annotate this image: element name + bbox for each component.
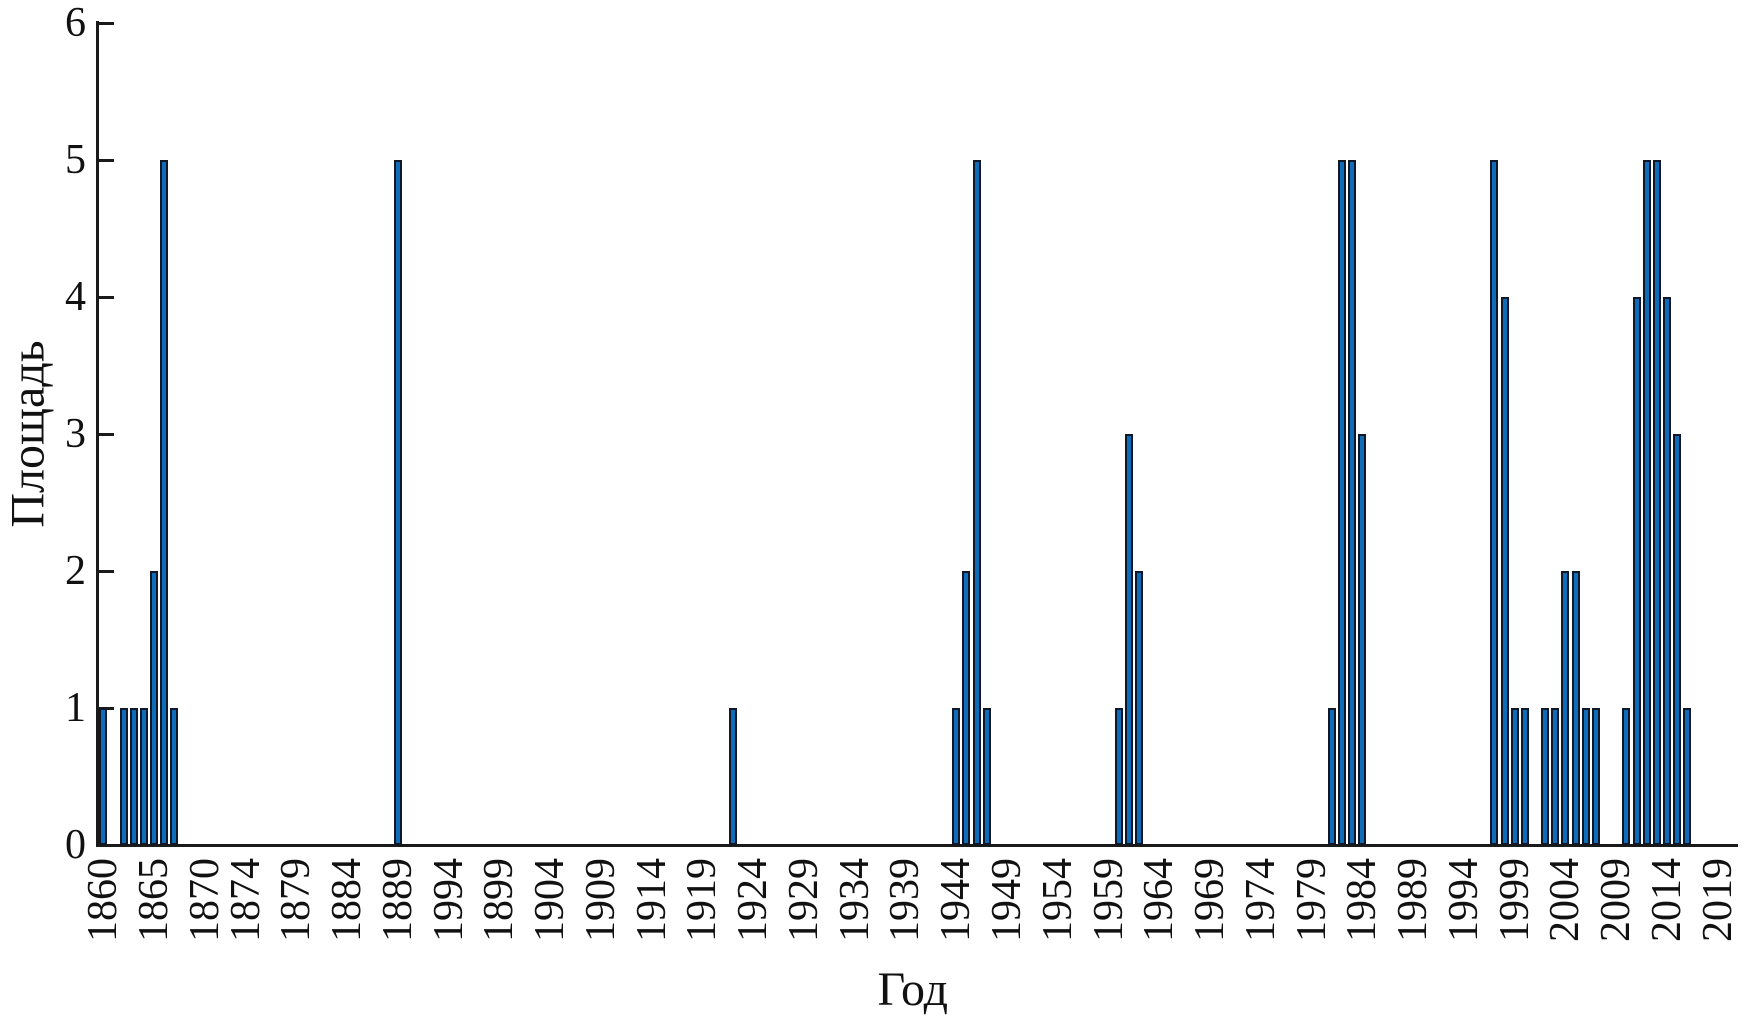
x-tick-label: 1969 [1187, 858, 1234, 942]
x-tick-label: 1865 [131, 858, 178, 942]
x-tick-label: 1860 [80, 858, 127, 942]
x-tick-label: 1964 [1136, 858, 1183, 942]
bar-1961 [1124, 434, 1133, 845]
x-tick-label: 1909 [577, 858, 624, 942]
y-tick-mark [99, 158, 114, 162]
bar-1945 [962, 571, 971, 845]
bar-1860 [99, 708, 108, 845]
bar-1997 [1490, 160, 1499, 845]
y-tick-mark [99, 569, 114, 573]
x-tick-label: 1984 [1339, 858, 1386, 942]
y-tick-label: 1 [65, 685, 86, 731]
y-tick-label: 0 [65, 822, 86, 868]
y-tick-mark [99, 295, 114, 299]
bar-1922 [728, 708, 737, 845]
bar-2014 [1662, 297, 1671, 845]
bar-1865 [150, 571, 159, 845]
x-tick-label: 1904 [527, 858, 574, 942]
x-tick-label: 1914 [628, 858, 675, 942]
x-tick-label: 1929 [780, 858, 827, 942]
x-tick-label: 1889 [374, 858, 421, 942]
bar-1944 [952, 708, 961, 845]
x-axis-title: Год [877, 963, 949, 1016]
bar-1960 [1114, 708, 1123, 845]
x-tick-label: 1879 [273, 858, 320, 942]
bar-2002 [1541, 708, 1550, 845]
x-tick-label: 1974 [1237, 858, 1284, 942]
bar-1946 [972, 160, 981, 845]
y-tick-mark [99, 432, 114, 436]
x-tick-label: 1939 [882, 858, 929, 942]
x-tick-label: 1979 [1288, 858, 1335, 942]
x-tick-label: 1994 [1440, 858, 1487, 942]
x-tick-label: 1994 [425, 858, 472, 942]
bar-1984 [1358, 434, 1367, 845]
bar-1947 [982, 708, 991, 845]
x-tick-label: 1884 [324, 858, 371, 942]
bar-2013 [1652, 160, 1661, 845]
bar-1863 [129, 708, 138, 845]
x-tick-label: 1870 [181, 858, 228, 942]
y-tick-label: 6 [65, 0, 86, 46]
bar-1999 [1510, 708, 1519, 845]
y-axis-line [96, 21, 99, 847]
bar-2006 [1581, 708, 1590, 845]
x-tick-label: 1959 [1085, 858, 1132, 942]
x-tick-label: 1934 [831, 858, 878, 942]
x-tick-label: 2004 [1542, 858, 1589, 942]
bar-1982 [1338, 160, 1347, 845]
x-tick-label: 1949 [984, 858, 1031, 942]
bar-2004 [1561, 571, 1570, 845]
y-tick-label: 4 [65, 274, 86, 320]
x-tick-label: 1899 [476, 858, 523, 942]
x-tick-label: 1989 [1390, 858, 1437, 942]
x-tick-label: 1919 [679, 858, 726, 942]
bar-2005 [1571, 571, 1580, 845]
bar-1862 [119, 708, 128, 845]
x-tick-label: 1954 [1034, 858, 1081, 942]
bar-2000 [1520, 708, 1529, 845]
x-axis-line [96, 844, 1738, 847]
bar-1866 [160, 160, 169, 845]
y-tick-mark [99, 843, 114, 847]
x-tick-label: 1944 [933, 858, 980, 942]
x-tick-label: 2014 [1643, 858, 1690, 942]
bar-2016 [1683, 708, 1692, 845]
bar-1864 [140, 708, 148, 845]
y-tick-mark [99, 21, 114, 25]
y-tick-label: 5 [65, 137, 86, 183]
x-tick-label: 1924 [730, 858, 777, 942]
bar-2003 [1551, 708, 1560, 845]
bar-1962 [1135, 571, 1143, 845]
x-tick-label: 2019 [1694, 858, 1741, 942]
y-axis-title: Площадь [1, 340, 55, 528]
bar-2015 [1673, 434, 1682, 845]
bar-1867 [170, 708, 179, 845]
bar-2012 [1642, 160, 1651, 845]
bar-2007 [1591, 708, 1600, 845]
bar-1981 [1327, 708, 1336, 845]
bar-1889 [393, 160, 402, 845]
bar-2010 [1622, 708, 1631, 845]
y-tick-label: 2 [65, 548, 86, 594]
bar-2011 [1632, 297, 1641, 845]
x-tick-label: 1999 [1491, 858, 1538, 942]
x-tick-label: 2009 [1593, 858, 1640, 942]
bar-1998 [1500, 297, 1509, 845]
bar-1983 [1348, 160, 1357, 845]
y-tick-label: 3 [65, 411, 86, 457]
x-tick-label: 1874 [222, 858, 269, 942]
